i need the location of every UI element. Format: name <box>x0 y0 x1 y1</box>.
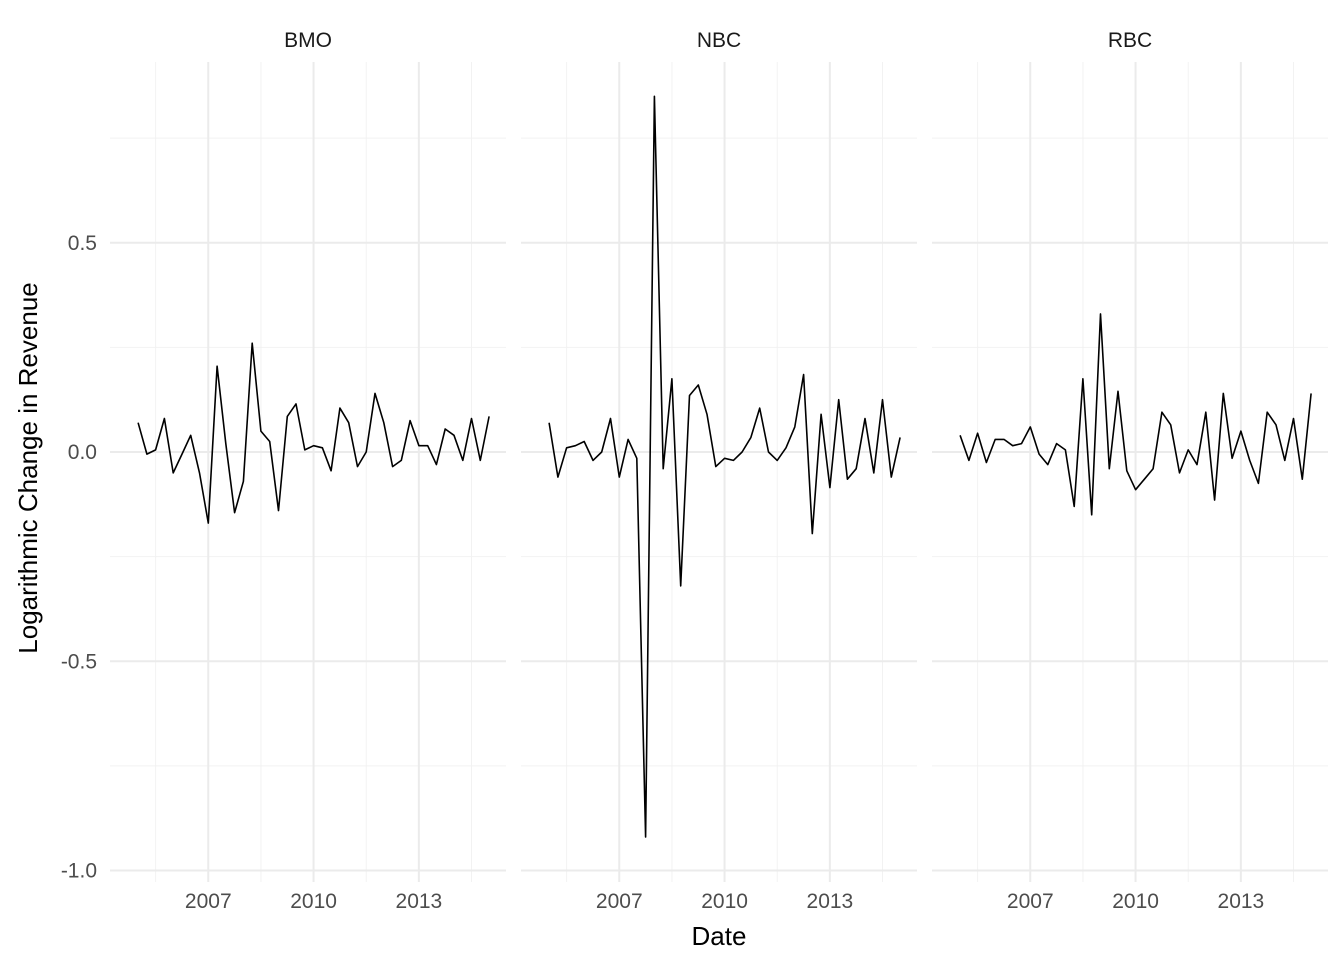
series-line-nbc <box>548 95 901 838</box>
facet-label-bmo: BMO <box>284 29 332 52</box>
x-tick-label: 2007 <box>185 890 232 913</box>
y-axis-title: Logarithmic Change in Revenue <box>13 282 43 653</box>
x-tick-label: 2010 <box>290 890 337 913</box>
x-tick-label: 2013 <box>1218 890 1265 913</box>
x-tick-label: 2010 <box>701 890 748 913</box>
facet-label-rbc: RBC <box>1108 29 1152 52</box>
x-tick-label: 2007 <box>596 890 643 913</box>
y-tick-label: -0.5 <box>61 650 97 673</box>
facet-label-nbc: NBC <box>697 29 741 52</box>
y-tick-label: 0.5 <box>68 232 97 255</box>
x-tick-label: 2010 <box>1112 890 1159 913</box>
series-line-bmo <box>137 342 490 524</box>
y-tick-label: 0.0 <box>68 441 97 464</box>
x-axis-title: Date <box>692 921 747 951</box>
y-tick-label: -1.0 <box>61 860 97 883</box>
series-line-rbc <box>959 313 1312 516</box>
x-tick-label: 2013 <box>807 890 854 913</box>
x-tick-label: 2013 <box>396 890 443 913</box>
x-tick-label: 2007 <box>1007 890 1054 913</box>
